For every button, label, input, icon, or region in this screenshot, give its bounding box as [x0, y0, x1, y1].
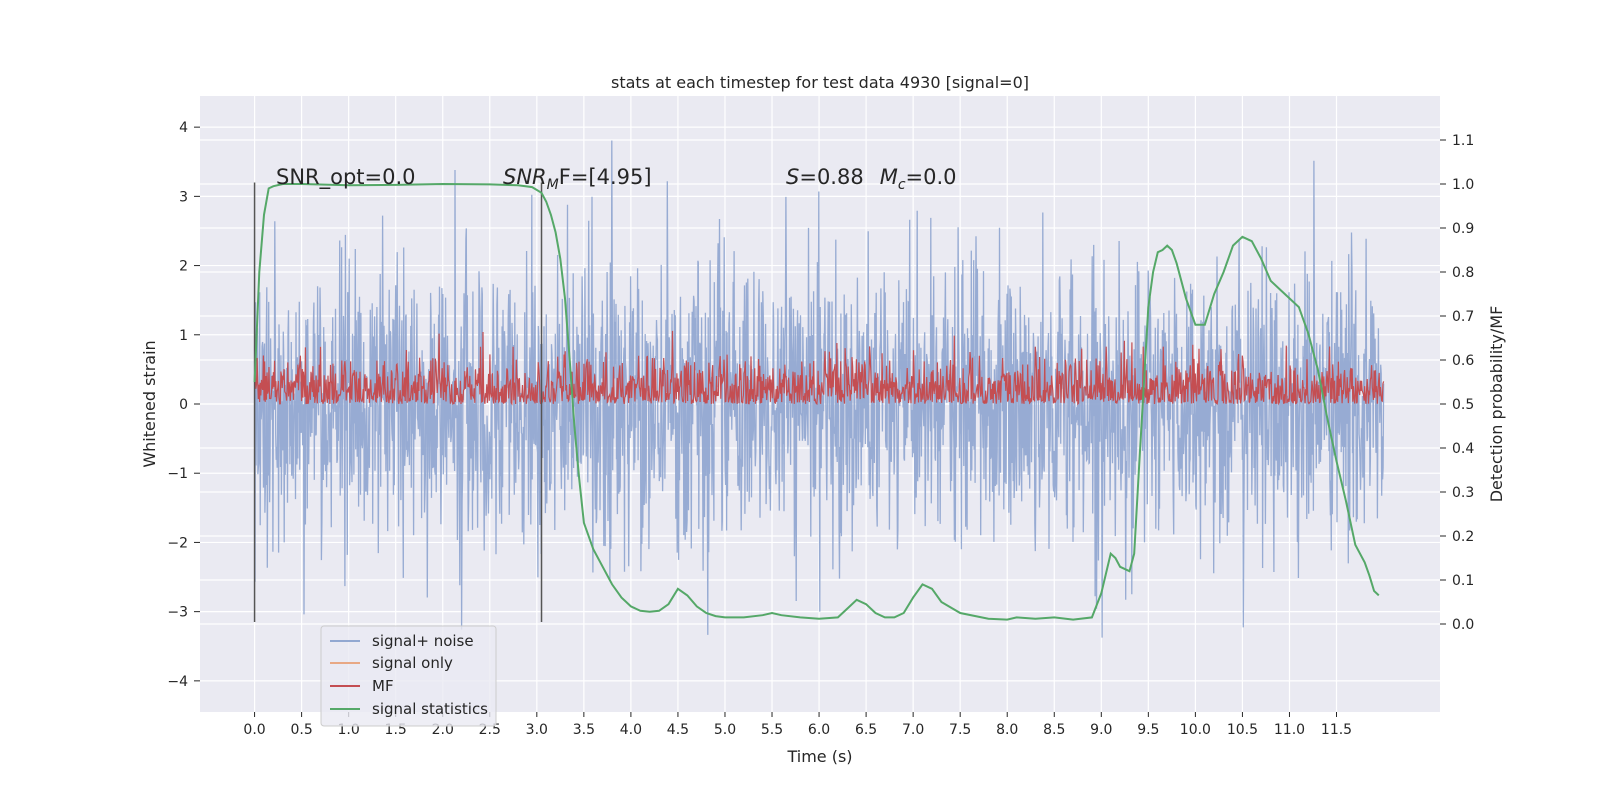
annotation-snr-mf: SNRMF=[4.95] — [503, 165, 652, 193]
y-right-tick-label: 0.1 — [1452, 573, 1474, 589]
y-left-tick-label: −2 — [167, 535, 188, 551]
x-tick-label: 10.5 — [1227, 722, 1258, 738]
x-tick-label: 11.0 — [1274, 722, 1305, 738]
x-tick-label: 5.5 — [761, 722, 783, 738]
s-label: S — [786, 165, 799, 189]
x-tick-label: 11.5 — [1321, 722, 1352, 738]
legend: signal+ noise signal only MF signal stat… — [320, 625, 497, 727]
y-right-tick-label: 0.2 — [1452, 529, 1474, 545]
y-right-tick-label: 0.6 — [1452, 353, 1474, 369]
x-tick-label: 8.5 — [1043, 722, 1065, 738]
y-left-tick-label: 0 — [179, 397, 188, 413]
series-line-signal-statistics — [253, 182, 1380, 621]
y-left-tick-label: −4 — [167, 674, 188, 690]
series-signal-statistics — [253, 182, 1380, 621]
series-signal-noise — [253, 140, 1385, 638]
x-tick-label: 0.0 — [243, 722, 265, 738]
y-right-tick-label: 0.0 — [1452, 617, 1474, 633]
snr-mf-suffix: F=[4.95] — [559, 165, 652, 189]
x-tick-label: 10.0 — [1180, 722, 1211, 738]
x-tick-label: 4.0 — [620, 722, 642, 738]
chart-title: stats at each timestep for test data 493… — [611, 73, 1029, 92]
y-axis-label-left: Whitened strain — [140, 340, 159, 467]
mc-sub: c — [898, 177, 906, 193]
annotation-snr-opt: SNR_opt=0.0 — [276, 165, 416, 190]
y-left-tick-label: 1 — [179, 328, 188, 344]
y-right-tick-label: 0.5 — [1452, 397, 1474, 413]
legend-label-mf: MF — [372, 677, 394, 695]
x-tick-label: 6.5 — [855, 722, 877, 738]
y-left-tick-label: −3 — [167, 605, 188, 621]
mc-label: M — [880, 165, 898, 189]
x-tick-label: 3.5 — [573, 722, 595, 738]
x-tick-label: 8.0 — [996, 722, 1018, 738]
x-tick-label: 5.0 — [714, 722, 736, 738]
y-right-tick-label: 1.0 — [1452, 177, 1474, 193]
legend-label-signal-noise: signal+ noise — [372, 632, 474, 650]
x-tick-label: 6.0 — [808, 722, 830, 738]
y-right-tick-label: 0.7 — [1452, 309, 1474, 325]
x-tick-label: 9.0 — [1090, 722, 1112, 738]
snr-mf-sub: M — [547, 177, 559, 193]
legend-label-signal-statistics: signal statistics — [372, 700, 488, 718]
x-tick-label: 7.0 — [902, 722, 924, 738]
y-right-tick-label: 0.8 — [1452, 265, 1474, 281]
y-left-tick-label: 4 — [179, 120, 188, 136]
snr-mf-prefix: SNR — [503, 165, 547, 189]
legend-label-signal-only: signal only — [372, 654, 453, 672]
x-tick-label: 7.5 — [949, 722, 971, 738]
series-mf — [254, 330, 1385, 406]
legend-box — [320, 625, 497, 727]
series-line-signal-noise — [253, 140, 1385, 638]
y-right-tick-label: 1.1 — [1452, 133, 1474, 149]
y-left-tick-label: 3 — [179, 189, 188, 205]
y-right-tick-label: 0.9 — [1452, 221, 1474, 237]
s-value: =0.88 — [799, 165, 863, 189]
x-tick-label: 3.0 — [526, 722, 548, 738]
x-tick-label: 4.5 — [667, 722, 689, 738]
mc-value: =0.0 — [906, 165, 957, 189]
grid-lines — [200, 96, 1440, 712]
x-tick-label: 0.5 — [290, 722, 312, 738]
x-axis-label: Time (s) — [786, 747, 852, 766]
y-left-tick-label: −1 — [167, 466, 188, 482]
y-right-tick-label: 0.3 — [1452, 485, 1474, 501]
vertical-markers — [253, 182, 543, 623]
series-line-mf — [254, 330, 1385, 406]
y-right-tick-label: 0.4 — [1452, 441, 1474, 457]
y-left-tick-label: 2 — [179, 259, 188, 275]
y-axis-label-right: Detection probability/MF — [1487, 306, 1506, 503]
annotation-s-mc: S=0.88 Mc=0.0 — [786, 165, 957, 193]
x-tick-label: 9.5 — [1137, 722, 1159, 738]
